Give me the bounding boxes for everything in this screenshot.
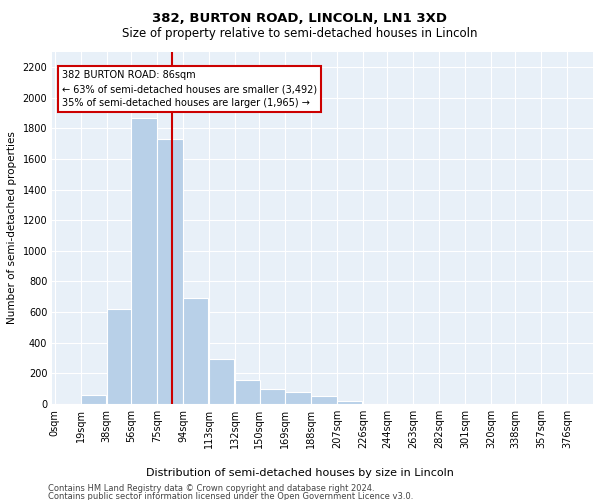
- Bar: [107, 309, 132, 404]
- Text: Contains public sector information licensed under the Open Government Licence v3: Contains public sector information licen…: [48, 492, 413, 500]
- Bar: [81, 394, 106, 404]
- Bar: [260, 390, 285, 404]
- Text: 382, BURTON ROAD, LINCOLN, LN1 3XD: 382, BURTON ROAD, LINCOLN, LN1 3XD: [152, 12, 448, 26]
- Bar: [209, 358, 235, 404]
- Text: Contains HM Land Registry data © Crown copyright and database right 2024.: Contains HM Land Registry data © Crown c…: [48, 484, 374, 493]
- Bar: [183, 298, 208, 404]
- Text: Distribution of semi-detached houses by size in Lincoln: Distribution of semi-detached houses by …: [146, 468, 454, 477]
- Bar: [131, 118, 157, 404]
- Bar: [337, 401, 362, 404]
- Y-axis label: Number of semi-detached properties: Number of semi-detached properties: [7, 132, 17, 324]
- Text: Size of property relative to semi-detached houses in Lincoln: Size of property relative to semi-detach…: [122, 28, 478, 40]
- Bar: [235, 380, 260, 404]
- Text: 382 BURTON ROAD: 86sqm
← 63% of semi-detached houses are smaller (3,492)
35% of : 382 BURTON ROAD: 86sqm ← 63% of semi-det…: [62, 70, 317, 108]
- Bar: [286, 392, 311, 404]
- Bar: [311, 396, 337, 404]
- Bar: [157, 139, 182, 404]
